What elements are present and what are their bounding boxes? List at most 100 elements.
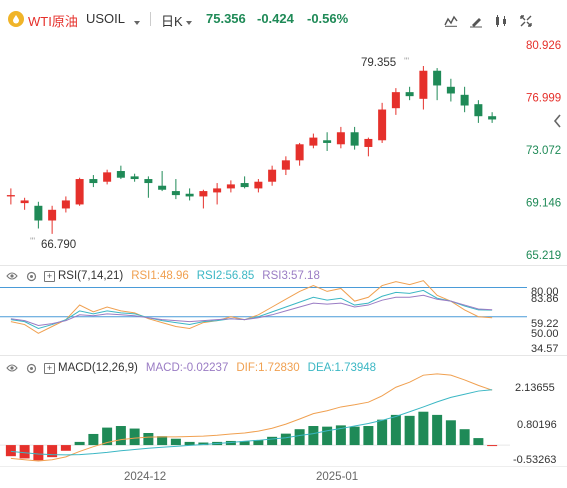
symbol-code[interactable]: USOIL [86,11,126,26]
dif-value: DIF:1.72830 [236,362,300,374]
candle[interactable] [281,156,290,176]
rsi-tick: 34.57 [531,343,559,354]
interval-selector[interactable]: 日K [161,14,183,29]
interval-dropdown-icon[interactable] [185,14,193,32]
candle[interactable] [268,165,277,186]
candle[interactable] [446,78,455,102]
candle[interactable] [213,183,222,205]
candlestick-chart[interactable]: 80.926 76.999 73.072 69.146 65.219 79.355 ''… [0,40,567,265]
candle[interactable] [419,66,428,110]
pane-divider[interactable] [0,355,567,356]
pane-divider[interactable] [0,265,567,266]
candle[interactable] [89,175,98,188]
rsi-chart[interactable]: 83.86 80.00 59.22 50.00 34.57 [0,266,567,354]
candle-body [309,137,318,146]
candle[interactable] [130,173,139,182]
candle[interactable] [20,197,29,210]
rsi-tick: 59.22 [531,318,559,330]
dea-value: DEA:1.73948 [307,362,377,374]
candle[interactable] [171,179,180,200]
macd-bar [267,436,278,446]
candle[interactable] [391,88,400,115]
candle[interactable] [116,165,125,180]
macd-bar [459,429,470,446]
draw-icon[interactable] [465,12,487,30]
candle-body [419,70,428,99]
price-axis-label: 80.926 [526,40,561,52]
candle-body [171,191,180,196]
compare-icon[interactable] [490,12,512,30]
indicator-icon[interactable] [440,12,462,30]
candle[interactable] [144,176,153,198]
candle[interactable] [364,137,373,157]
candle[interactable] [185,188,194,201]
eye-icon[interactable] [6,363,18,373]
candle-body [268,169,277,182]
candle[interactable] [48,205,57,234]
macd-bar [88,433,99,446]
symbol-dropdown-icon[interactable] [133,14,141,32]
settings-icon[interactable] [26,363,37,374]
price-axis-label: 76.999 [526,93,561,105]
candle-body [144,179,153,184]
macd-bar [198,442,209,446]
candle-body [34,205,43,221]
candle-body [130,176,139,180]
candle[interactable] [61,196,70,213]
candle-body [323,140,332,143]
expand-icon[interactable]: + [44,270,55,282]
expand-icon[interactable]: + [44,362,55,374]
candle[interactable] [295,142,304,166]
candle[interactable] [34,201,43,229]
candle[interactable] [460,86,469,113]
macd-bar [308,426,319,446]
price-change: -0.424 [257,11,294,26]
candle[interactable] [158,171,167,192]
candle[interactable] [336,126,345,149]
fullscreen-icon[interactable] [515,12,537,30]
candle-body [378,109,387,141]
chevron-left-icon[interactable] [553,114,562,133]
macd-bar [33,445,44,461]
candle[interactable] [350,126,359,150]
macd-bar [115,426,126,446]
macd-bar [487,445,498,447]
candle[interactable] [405,86,414,101]
macd-bar [432,414,443,446]
macd-bar [60,445,71,451]
macd-tick: 2.13655 [515,382,555,394]
macd-bar [74,441,85,446]
candle-body [158,185,167,190]
candle[interactable] [199,189,208,209]
rsi3-line [10,294,493,327]
settings-icon[interactable] [26,271,37,282]
candle-body [281,160,290,170]
candle-body [336,132,345,145]
candle[interactable] [254,179,263,193]
macd-tick: 0.80196 [517,419,557,431]
candle[interactable] [378,102,387,143]
candle[interactable] [488,112,497,123]
eye-icon[interactable] [6,271,18,281]
candle[interactable] [75,177,84,206]
candle[interactable] [226,180,235,193]
candle[interactable] [103,169,112,185]
candle[interactable] [240,176,249,189]
candle[interactable] [309,133,318,149]
candle[interactable] [323,132,332,151]
price-axis-label: 73.072 [526,145,561,157]
macd-bar [349,426,360,446]
rsi1-line [10,280,493,334]
macd-chart[interactable]: 2.13655 0.80196 -0.53263 [0,356,567,466]
high-price-marker: ''' [404,56,409,66]
macd-bar [5,445,16,457]
dif-line [10,373,493,462]
candle[interactable] [6,188,15,205]
macd-bar [170,438,181,446]
candle[interactable] [433,68,442,101]
macd-bar [404,415,415,446]
candle[interactable] [474,100,483,123]
macd-bar [253,439,264,446]
rsi-tick: 80.00 [531,286,559,298]
symbol-name[interactable]: WTI原油 [28,14,78,29]
